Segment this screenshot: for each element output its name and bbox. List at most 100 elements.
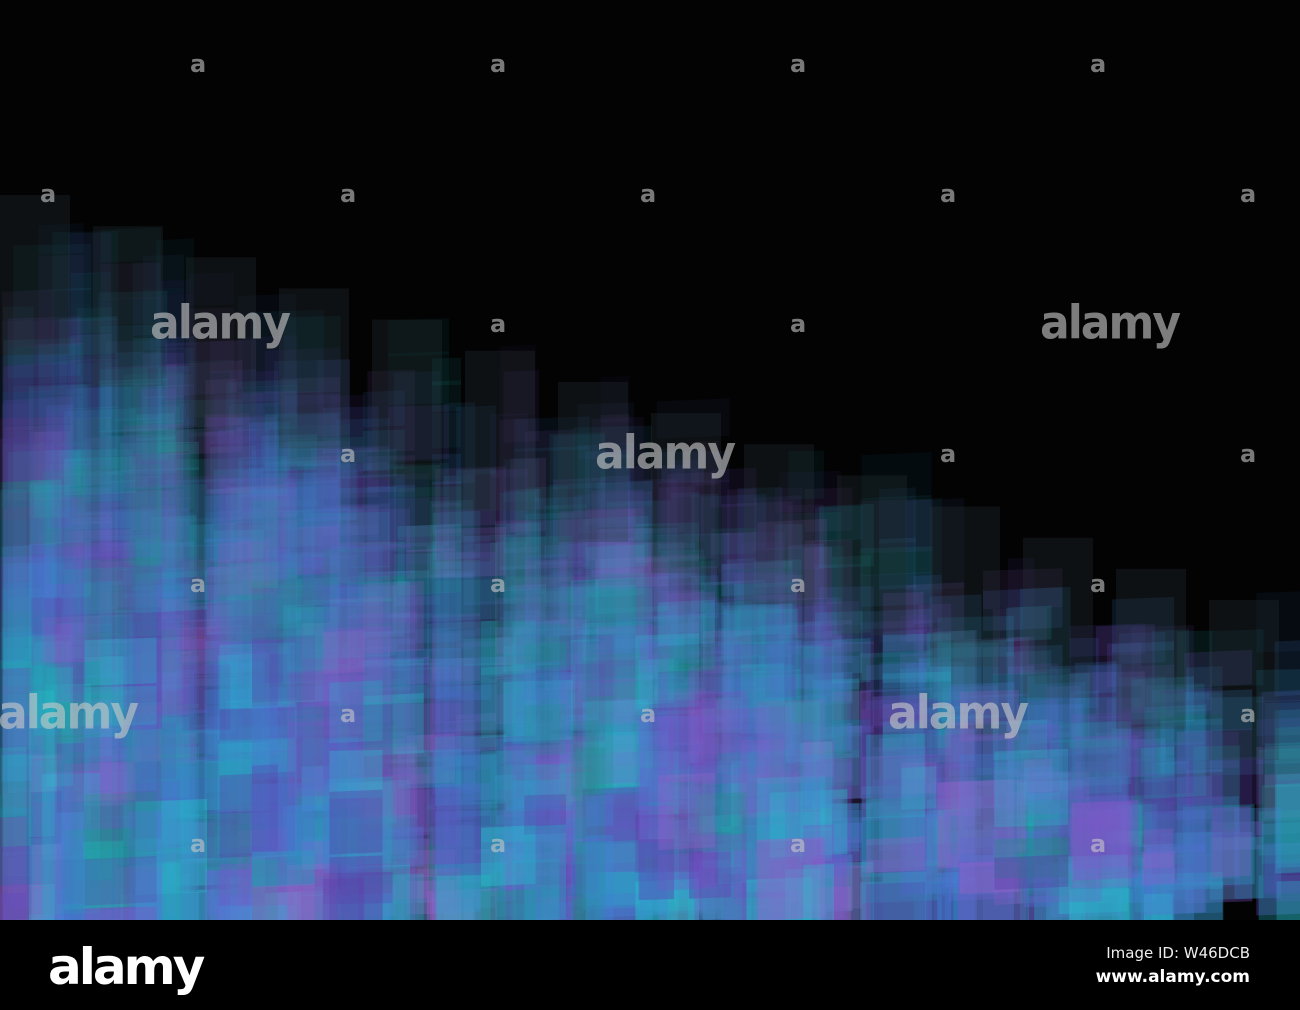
color-tile bbox=[723, 569, 799, 601]
color-tile bbox=[63, 491, 136, 543]
color-tile bbox=[431, 481, 462, 508]
color-tile bbox=[586, 892, 645, 920]
color-tile bbox=[3, 646, 76, 687]
color-tile bbox=[252, 702, 315, 781]
color-tile bbox=[322, 675, 379, 722]
color-tile bbox=[816, 680, 851, 751]
color-tile bbox=[66, 685, 133, 760]
color-tile bbox=[99, 551, 149, 589]
color-tile bbox=[59, 471, 118, 559]
color-tile bbox=[288, 801, 364, 863]
color-tile bbox=[1, 780, 32, 847]
color-tile bbox=[882, 720, 924, 799]
color-tile bbox=[812, 749, 860, 788]
color-tile bbox=[426, 684, 498, 750]
color-tile bbox=[105, 339, 177, 369]
color-tile bbox=[577, 679, 634, 722]
color-tile bbox=[156, 712, 195, 796]
color-tile bbox=[336, 654, 390, 733]
color-tile bbox=[918, 879, 952, 920]
color-tile bbox=[1, 875, 32, 920]
color-tile bbox=[210, 886, 257, 920]
color-tile bbox=[1131, 757, 1194, 821]
color-tile bbox=[785, 701, 821, 763]
color-tile bbox=[70, 416, 111, 486]
color-tile bbox=[918, 733, 952, 821]
color-tile bbox=[494, 845, 532, 902]
color-tile bbox=[336, 787, 390, 848]
color-tile bbox=[510, 584, 547, 636]
color-tile bbox=[549, 732, 606, 819]
color-tile bbox=[905, 661, 965, 726]
color-tile bbox=[803, 734, 832, 764]
color-tile bbox=[727, 803, 757, 874]
color-tile bbox=[1151, 809, 1190, 902]
color-tile bbox=[237, 687, 297, 757]
color-tile bbox=[322, 406, 379, 454]
color-tile bbox=[205, 640, 237, 735]
color-tile bbox=[252, 850, 315, 888]
color-tile bbox=[77, 386, 113, 467]
color-tile bbox=[577, 577, 634, 619]
color-tile bbox=[115, 351, 163, 421]
color-tile bbox=[575, 747, 606, 840]
color-tile bbox=[1027, 804, 1059, 834]
color-tile bbox=[160, 766, 191, 819]
color-tile bbox=[544, 504, 587, 559]
color-tile bbox=[397, 591, 462, 645]
color-tile bbox=[264, 625, 341, 684]
color-tile bbox=[67, 516, 113, 580]
color-tile bbox=[288, 508, 364, 585]
color-tile bbox=[598, 478, 678, 528]
color-tile bbox=[0, 609, 68, 668]
color-tile bbox=[322, 550, 379, 595]
color-tile bbox=[367, 484, 415, 574]
color-tile bbox=[1210, 821, 1264, 851]
color-tile bbox=[283, 730, 341, 806]
color-tile bbox=[756, 775, 826, 843]
color-tile bbox=[882, 592, 924, 652]
color-tile bbox=[251, 448, 278, 496]
color-tile bbox=[515, 488, 541, 584]
color-tile bbox=[280, 724, 341, 819]
color-tile bbox=[387, 827, 450, 877]
color-tile bbox=[261, 551, 318, 640]
color-tile bbox=[204, 600, 251, 688]
color-tile bbox=[126, 565, 163, 639]
watermark-glyph: a bbox=[940, 440, 957, 468]
color-tile bbox=[189, 727, 235, 812]
color-tile bbox=[204, 812, 251, 871]
color-tile bbox=[142, 811, 185, 875]
color-tile bbox=[431, 828, 462, 900]
color-tile bbox=[311, 445, 390, 514]
color-tile bbox=[241, 384, 298, 420]
color-tile bbox=[1176, 630, 1213, 701]
color-tile bbox=[250, 872, 324, 920]
color-tile bbox=[34, 800, 70, 855]
color-tile bbox=[100, 324, 161, 386]
color-tile bbox=[132, 672, 161, 729]
color-tile bbox=[992, 828, 1048, 858]
color-tile bbox=[225, 483, 298, 521]
color-tile bbox=[274, 359, 350, 427]
color-tile bbox=[135, 638, 208, 716]
color-tile bbox=[832, 638, 871, 684]
color-tile bbox=[866, 733, 926, 819]
color-tile bbox=[553, 477, 606, 572]
color-tile bbox=[248, 790, 279, 866]
color-tile bbox=[150, 429, 197, 523]
color-tile bbox=[591, 568, 644, 650]
color-tile bbox=[251, 612, 278, 707]
color-tile bbox=[329, 855, 383, 920]
color-tile bbox=[204, 868, 251, 920]
color-tile bbox=[510, 536, 547, 595]
color-tile bbox=[248, 704, 290, 745]
color-tile bbox=[615, 760, 685, 809]
color-tile bbox=[615, 881, 685, 911]
color-tile bbox=[505, 902, 574, 920]
color-tile bbox=[213, 393, 264, 471]
color-tile bbox=[503, 731, 540, 763]
color-tile bbox=[165, 723, 243, 821]
color-tile bbox=[115, 902, 163, 920]
color-tile bbox=[993, 843, 1023, 906]
